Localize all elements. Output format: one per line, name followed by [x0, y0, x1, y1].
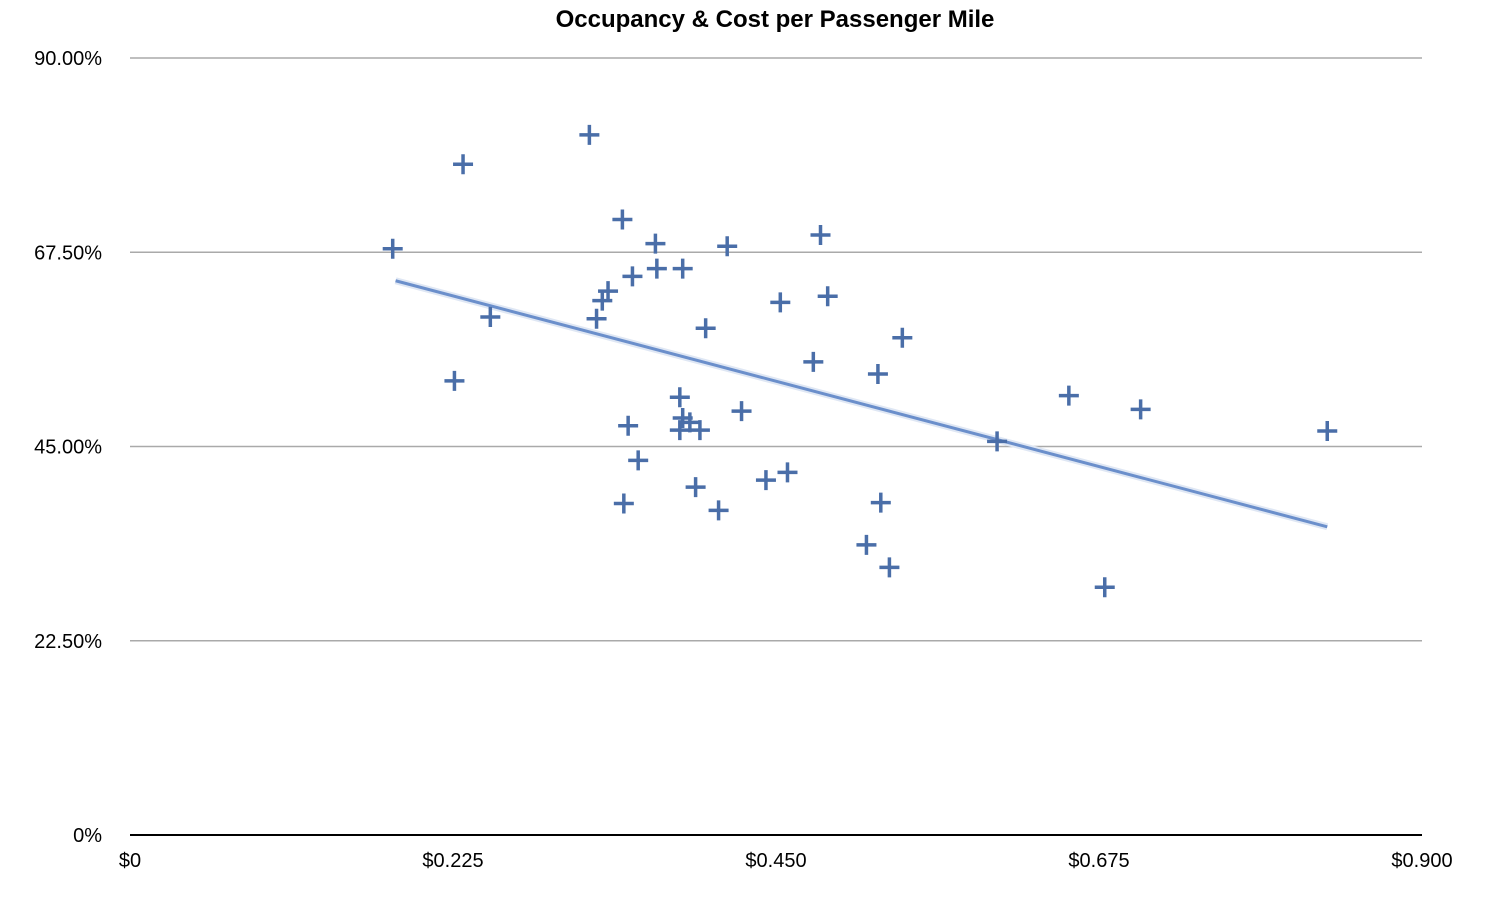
data-point [1058, 385, 1079, 406]
data-point [810, 224, 831, 245]
data-point [592, 290, 613, 311]
data-point [892, 327, 913, 348]
data-point [672, 258, 693, 279]
y-tick-label: 67.50% [34, 242, 102, 264]
data-point [382, 238, 403, 259]
data-point [679, 412, 700, 433]
data-point [803, 351, 824, 372]
chart-title: Occupancy & Cost per Passenger Mile [556, 6, 995, 33]
data-point [453, 154, 474, 175]
data-point [817, 286, 838, 307]
data-point [1130, 399, 1151, 420]
data-point [987, 431, 1008, 452]
data-point [444, 370, 465, 391]
x-tick-label: $0.900 [1391, 850, 1452, 872]
data-point [579, 124, 600, 145]
data-point [879, 557, 900, 578]
data-point [480, 307, 501, 327]
data-point [770, 292, 791, 313]
data-point [856, 534, 877, 555]
x-tick-label: $0.450 [745, 850, 806, 872]
data-point [1094, 577, 1115, 598]
data-point [867, 363, 888, 384]
y-tick-label: 90.00% [34, 48, 102, 70]
data-point [731, 401, 752, 422]
data-point [689, 420, 710, 441]
data-point [695, 318, 716, 339]
data-point [612, 209, 633, 230]
data-point [628, 450, 649, 471]
data-point [618, 415, 639, 436]
data-point [622, 266, 643, 287]
x-tick-label: $0.225 [422, 850, 483, 872]
data-point [1317, 420, 1338, 441]
y-tick-label: 22.50% [34, 631, 102, 653]
y-tick-label: 45.00% [34, 437, 102, 459]
data-point [669, 420, 690, 441]
data-point [646, 258, 667, 279]
data-point [755, 470, 776, 491]
trendline [395, 279, 1328, 529]
data-point [717, 236, 738, 257]
data-point [613, 493, 634, 514]
y-tick-label: 0% [73, 825, 102, 847]
data-point [708, 500, 729, 521]
data-point [669, 387, 690, 408]
x-tick-label: $0 [119, 850, 141, 872]
data-point [645, 233, 666, 254]
data-point [870, 492, 891, 513]
data-point [777, 462, 798, 483]
data-point [586, 308, 607, 329]
data-point [685, 477, 706, 498]
x-tick-label: $0.675 [1068, 850, 1129, 872]
